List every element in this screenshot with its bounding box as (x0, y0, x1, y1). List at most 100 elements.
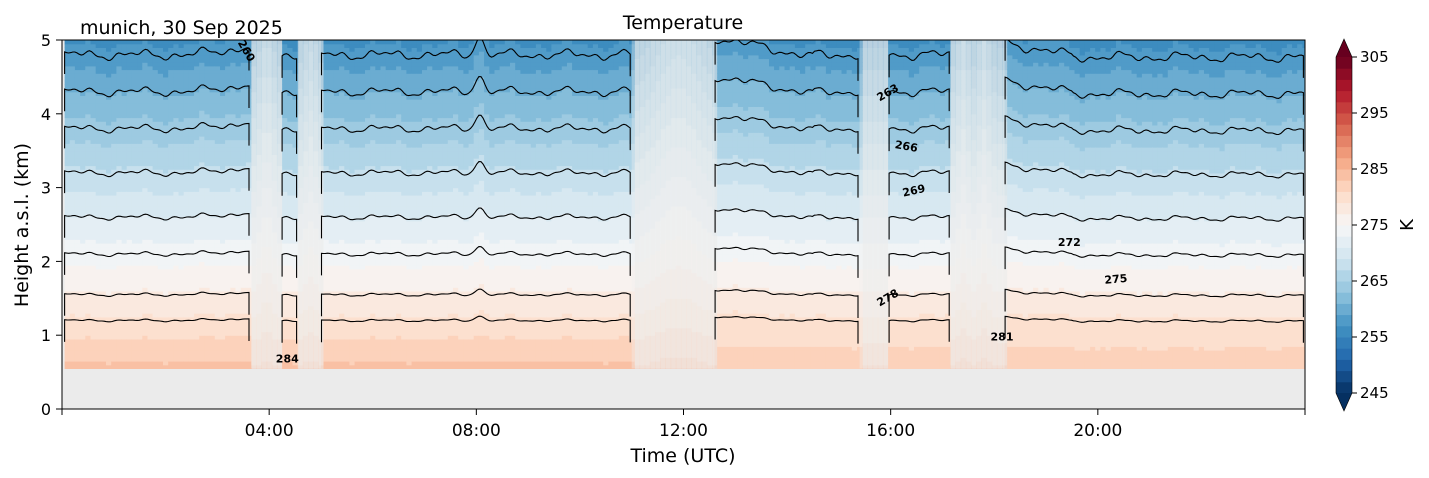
field-cell (80, 184, 86, 188)
field-cell (210, 118, 216, 122)
field-cell (163, 221, 169, 225)
field-cell (163, 110, 169, 114)
field-cell (158, 309, 164, 313)
field-cell (225, 287, 231, 291)
field-cell (70, 232, 76, 236)
field-cell (179, 121, 185, 125)
field-cell (122, 129, 128, 133)
field-cell (236, 254, 242, 258)
field-cell (101, 357, 107, 361)
field-cell (334, 335, 340, 339)
field-cell (101, 273, 107, 277)
field-cell (324, 320, 330, 324)
field-cell (116, 332, 122, 336)
field-cell (142, 129, 148, 133)
field-cell (85, 140, 91, 144)
field-cell (220, 114, 226, 118)
field-cell (127, 265, 133, 269)
field-cell (293, 236, 299, 240)
field-cell (75, 247, 81, 251)
field-cell (158, 276, 164, 280)
field-cell (230, 191, 236, 195)
field-cell (210, 236, 216, 240)
field-cell (241, 154, 247, 158)
field-cell (75, 228, 81, 232)
field-cell (225, 346, 231, 350)
field-cell (173, 66, 179, 70)
field-cell (184, 261, 190, 265)
field-cell (293, 191, 299, 195)
field-cell (282, 140, 288, 144)
field-cell (148, 324, 154, 328)
field-cell (241, 158, 247, 162)
field-cell (106, 114, 112, 118)
field-cell (132, 350, 138, 354)
field-cell (85, 217, 91, 221)
field-cell (220, 357, 226, 361)
field-cell (116, 59, 122, 63)
field-cell (287, 284, 293, 288)
field-cell (282, 236, 288, 240)
field-cell (194, 221, 200, 225)
field-cell (132, 162, 138, 166)
field-cell (65, 81, 71, 85)
field-cell (142, 254, 148, 258)
field-cell (132, 158, 138, 162)
field-cell (116, 324, 122, 328)
field-cell (70, 44, 76, 48)
field-cell (96, 95, 102, 99)
field-cell (324, 188, 330, 192)
field-cell (184, 81, 190, 85)
field-cell (65, 328, 71, 332)
field-cell (215, 306, 221, 310)
field-cell (241, 306, 247, 310)
field-cell (137, 332, 143, 336)
field-cell (122, 221, 128, 225)
field-cell (215, 162, 221, 166)
field-cell (137, 40, 143, 44)
field-cell (241, 180, 247, 184)
field-cell (179, 44, 185, 48)
field-cell (215, 320, 221, 324)
field-cell (153, 66, 159, 70)
field-cell (91, 247, 97, 251)
field-cell (282, 118, 288, 122)
field-cell (282, 121, 288, 125)
field-cell (80, 335, 86, 339)
field-cell (324, 228, 330, 232)
field-cell (246, 191, 252, 195)
field-cell (329, 273, 335, 277)
field-cell (96, 225, 102, 229)
field-cell (127, 55, 133, 59)
field-cell (163, 273, 169, 277)
field-cell (85, 95, 91, 99)
field-cell (230, 339, 236, 343)
field-cell (241, 284, 247, 288)
field-cell (142, 258, 148, 262)
field-cell (85, 114, 91, 118)
field-cell (344, 154, 350, 158)
field-cell (148, 154, 154, 158)
field-cell (132, 309, 138, 313)
field-cell (85, 118, 91, 122)
field-cell (236, 232, 242, 236)
field-cell (236, 236, 242, 240)
field-cell (158, 66, 164, 70)
field-cell (173, 228, 179, 232)
field-cell (168, 221, 174, 225)
field-cell (189, 95, 195, 99)
field-cell (85, 158, 91, 162)
field-cell (293, 188, 299, 192)
field-cell (153, 309, 159, 313)
field-cell (179, 132, 185, 136)
field-cell (163, 70, 169, 74)
field-cell (334, 188, 340, 192)
field-cell (293, 147, 299, 151)
field-cell (246, 343, 252, 347)
field-cell (96, 81, 102, 85)
field-cell (230, 106, 236, 110)
field-cell (80, 236, 86, 240)
field-cell (65, 151, 71, 155)
field-cell (122, 77, 128, 81)
field-cell (194, 295, 200, 299)
